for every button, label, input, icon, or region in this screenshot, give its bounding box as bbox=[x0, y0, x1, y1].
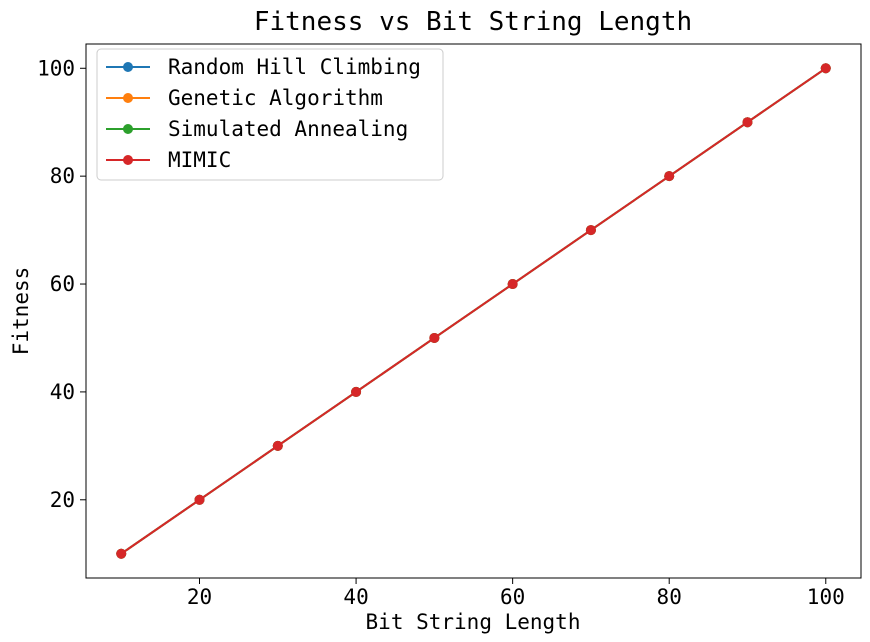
data-point bbox=[742, 117, 753, 128]
chart-title: Fitness vs Bit String Length bbox=[254, 7, 692, 37]
x-tick-label: 40 bbox=[343, 585, 368, 609]
series-3 bbox=[116, 63, 831, 559]
legend-marker bbox=[123, 155, 133, 165]
plot-area bbox=[85, 43, 862, 579]
data-point bbox=[585, 225, 596, 236]
legend-item: Simulated Annealing bbox=[106, 117, 408, 141]
y-tick-label: 80 bbox=[50, 164, 75, 188]
series-layer bbox=[116, 63, 831, 559]
tick-layer: 20 40 60 80 100 20 40 60 80 100 bbox=[37, 56, 845, 609]
legend-marker bbox=[123, 93, 133, 103]
data-point bbox=[820, 63, 831, 74]
x-axis-label: Bit String Length bbox=[366, 610, 581, 634]
data-point bbox=[429, 332, 440, 343]
x-tick-label: 80 bbox=[657, 585, 682, 609]
y-tick-label: 60 bbox=[50, 272, 75, 296]
legend-label: Simulated Annealing bbox=[168, 117, 408, 141]
data-point bbox=[664, 171, 675, 182]
y-axis-label: Fitness bbox=[9, 267, 33, 356]
legend-label: MIMIC bbox=[168, 148, 231, 172]
legend-marker bbox=[123, 124, 133, 134]
legend-box bbox=[96, 48, 444, 181]
y-tick-label: 20 bbox=[50, 488, 75, 512]
data-point bbox=[272, 440, 283, 451]
series-line bbox=[120, 67, 827, 555]
y-tick-label: 100 bbox=[37, 56, 75, 80]
legend-label: Random Hill Climbing bbox=[168, 55, 421, 79]
data-point bbox=[507, 279, 518, 290]
x-tick-label: 20 bbox=[187, 585, 212, 609]
legend-item: Genetic Algorithm bbox=[106, 86, 383, 110]
data-point bbox=[351, 386, 362, 397]
legend-item: Random Hill Climbing bbox=[106, 55, 421, 79]
legend-marker bbox=[123, 62, 133, 72]
legend-label: Genetic Algorithm bbox=[168, 86, 383, 110]
data-point bbox=[116, 548, 127, 559]
y-tick-label: 40 bbox=[50, 380, 75, 404]
x-tick-label: 100 bbox=[807, 585, 845, 609]
legend: Random Hill Climbing Genetic Algorithm Sim… bbox=[96, 48, 444, 181]
legend-item: MIMIC bbox=[106, 148, 231, 172]
data-point bbox=[194, 494, 205, 505]
x-tick-label: 60 bbox=[500, 585, 525, 609]
